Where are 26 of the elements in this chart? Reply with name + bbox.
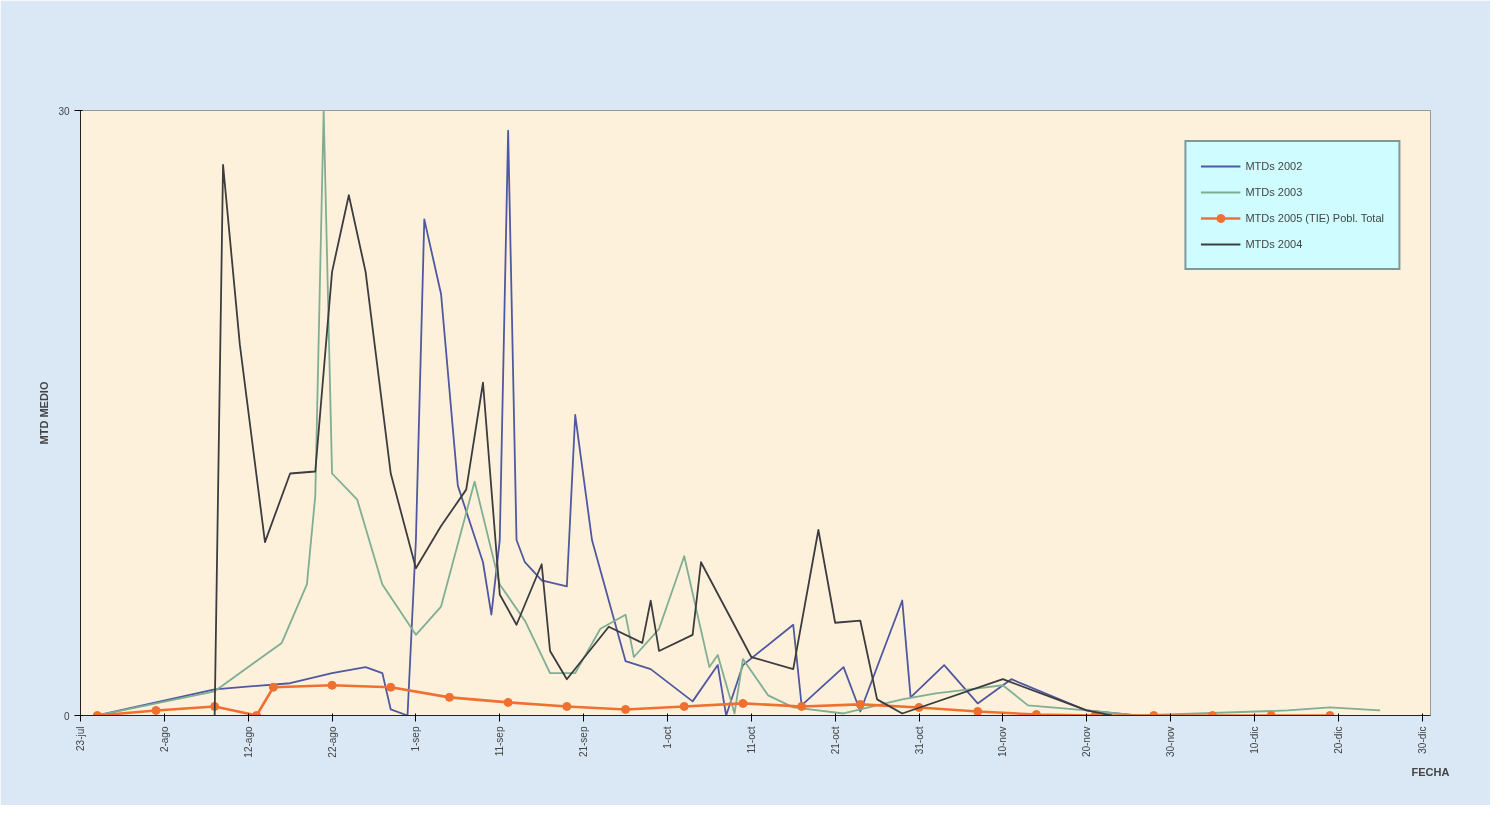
legend-label: MTDs 2004 bbox=[1245, 238, 1303, 250]
x-tick-label: 21-sep bbox=[578, 726, 590, 758]
x-tick-label: 30-dic bbox=[1416, 726, 1428, 754]
x-tick-label: 10-dic bbox=[1248, 726, 1260, 754]
x-tick-label: 1-sep bbox=[410, 726, 422, 752]
x-tick-label: 1-oct bbox=[661, 726, 673, 749]
legend-label: MTDs 2003 bbox=[1245, 186, 1303, 198]
x-tick-label: 31-oct bbox=[913, 726, 925, 755]
x-tick-label: 20-dic bbox=[1332, 726, 1344, 754]
x-tick-label: 21-oct bbox=[829, 726, 841, 755]
x-tick-label: 22-ago bbox=[326, 726, 338, 758]
x-axis-title: FECHA bbox=[1411, 765, 1450, 778]
legend-label: MTDs 2005 (TIE) Pobl. Total bbox=[1245, 212, 1384, 224]
y-tick-label: 0 bbox=[63, 710, 70, 722]
y-tick-label: 30 bbox=[58, 105, 70, 117]
x-tick-label: 12-ago bbox=[242, 726, 254, 758]
x-tick-label: 11-sep bbox=[494, 726, 506, 757]
y-axis-title: MTD MEDIO bbox=[38, 381, 51, 445]
x-tick-label: 11-oct bbox=[745, 726, 757, 754]
x-tick-label: 23-jul bbox=[75, 726, 86, 751]
line-series bbox=[213, 164, 1113, 716]
x-tick-label: 30-nov bbox=[1165, 726, 1177, 758]
x-tick-label: 10-nov bbox=[997, 726, 1009, 758]
x-tick-label: 2-ago bbox=[158, 726, 170, 753]
x-tick-label: 20-nov bbox=[1081, 726, 1093, 758]
legend-label: MTDs 2002 bbox=[1245, 160, 1303, 172]
